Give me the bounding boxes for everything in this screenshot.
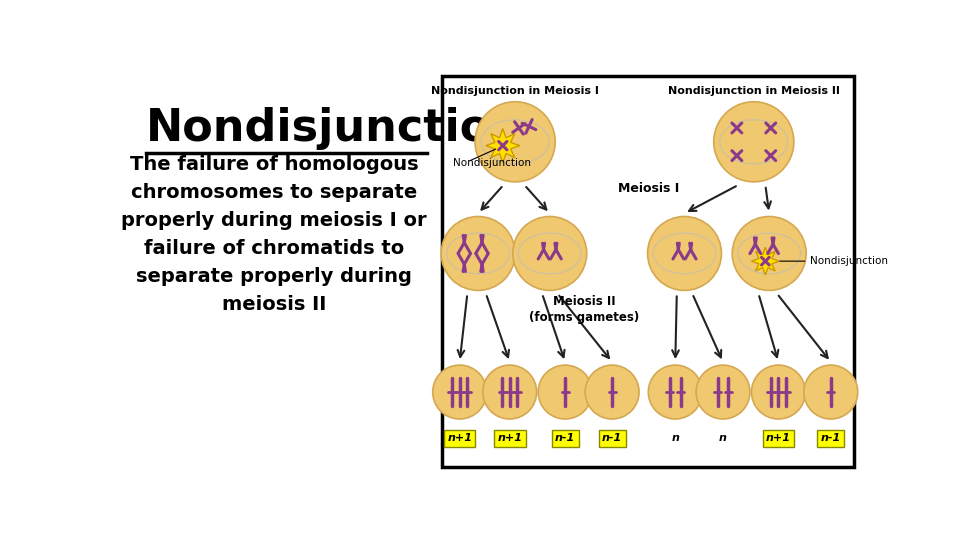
Circle shape bbox=[483, 365, 537, 419]
Text: n+1: n+1 bbox=[447, 433, 472, 443]
Circle shape bbox=[804, 365, 857, 419]
Circle shape bbox=[713, 102, 794, 182]
Text: n+1: n+1 bbox=[497, 433, 522, 443]
Text: n: n bbox=[719, 433, 727, 443]
Text: n: n bbox=[671, 433, 679, 443]
Circle shape bbox=[539, 365, 592, 419]
Text: Meiosis II
(forms gametes): Meiosis II (forms gametes) bbox=[529, 295, 639, 324]
Polygon shape bbox=[752, 247, 780, 275]
Text: Meiosis I: Meiosis I bbox=[617, 181, 679, 194]
Text: n-1: n-1 bbox=[821, 433, 841, 443]
Circle shape bbox=[696, 365, 750, 419]
Text: The failure of homologous
chromosomes to separate
properly during meiosis I or
f: The failure of homologous chromosomes to… bbox=[121, 154, 427, 314]
Circle shape bbox=[648, 217, 722, 291]
Bar bbox=[442, 76, 853, 467]
Text: Nondisjunction in Meiosis I: Nondisjunction in Meiosis I bbox=[431, 86, 599, 96]
Circle shape bbox=[732, 217, 806, 291]
Circle shape bbox=[513, 217, 587, 291]
Polygon shape bbox=[486, 129, 519, 163]
Circle shape bbox=[442, 217, 516, 291]
Text: n+1: n+1 bbox=[766, 433, 791, 443]
Text: Nondisjunction in Meiosis II: Nondisjunction in Meiosis II bbox=[668, 86, 840, 96]
Circle shape bbox=[433, 365, 487, 419]
Circle shape bbox=[648, 365, 702, 419]
Circle shape bbox=[752, 365, 805, 419]
Text: Nondisjunction: Nondisjunction bbox=[453, 158, 532, 168]
Text: Nondisjunction: Nondisjunction bbox=[146, 106, 522, 150]
Text: n-1: n-1 bbox=[602, 433, 622, 443]
Text: Nondisjunction: Nondisjunction bbox=[810, 256, 888, 266]
Circle shape bbox=[586, 365, 639, 419]
Circle shape bbox=[475, 102, 555, 182]
Text: n-1: n-1 bbox=[555, 433, 575, 443]
